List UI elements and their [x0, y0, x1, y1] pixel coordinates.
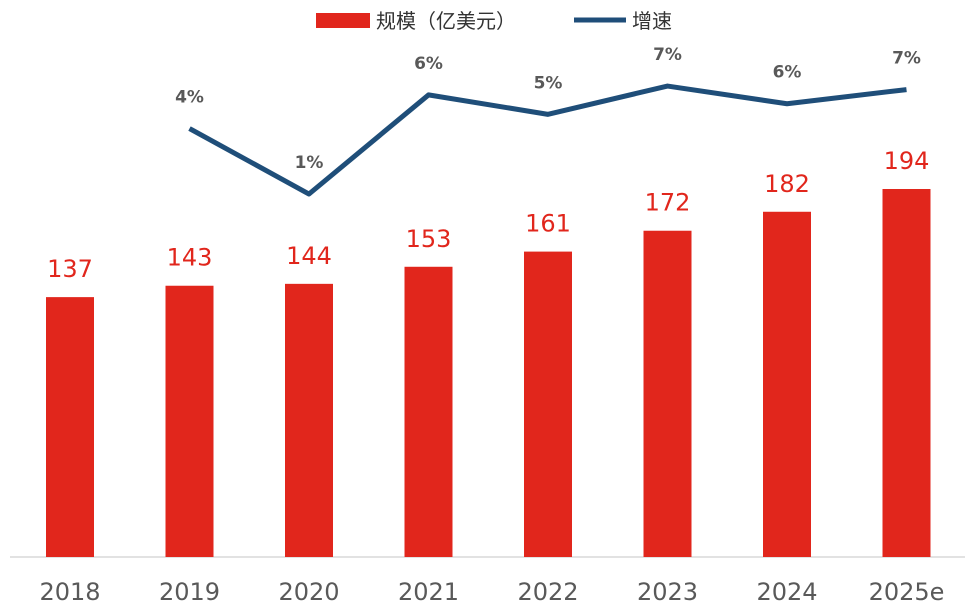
x-tick-label: 2024 [756, 578, 817, 606]
bar-value-label: 143 [167, 244, 213, 272]
growth-line [188, 83, 907, 197]
x-tick-label: 2022 [517, 578, 578, 606]
growth-label: 1% [295, 153, 324, 173]
legend-label-line: 增速 [632, 9, 672, 33]
legend-label-bar: 规模（亿美元） [376, 9, 516, 33]
x-tick-label: 2019 [159, 578, 220, 606]
x-tick-label: 2018 [39, 578, 100, 606]
bar-2022 [524, 251, 572, 557]
bar-value-label: 172 [645, 189, 691, 217]
bar-2023 [643, 230, 692, 557]
bar-2018 [46, 297, 94, 557]
growth-label: 6% [773, 63, 802, 83]
bar-2020 [285, 283, 333, 557]
growth-label: 4% [175, 88, 204, 108]
bar-value-label: 194 [884, 147, 930, 175]
x-tick-label: 2023 [637, 578, 698, 606]
bar-2025e [882, 189, 931, 557]
bar-2024 [763, 211, 811, 558]
x-tick-label: 2025e [869, 578, 945, 606]
bar-value-label: 144 [286, 242, 332, 270]
x-tick-label: 2020 [278, 578, 339, 606]
x-tick-label: 2021 [398, 578, 459, 606]
growth-label: 7% [653, 45, 682, 65]
bar-value-label: 137 [47, 255, 93, 283]
growth-label: 5% [534, 73, 563, 93]
bar-value-label: 153 [406, 225, 452, 253]
growth-label: 6% [414, 54, 443, 74]
legend-swatch-bar [316, 13, 370, 28]
bar-2019 [165, 285, 214, 557]
bar-value-label: 161 [525, 210, 571, 238]
legend: 规模（亿美元） 增速 [316, 9, 672, 33]
bar-2021 [404, 266, 453, 557]
bar-value-label: 182 [764, 170, 810, 198]
growth-label: 7% [892, 49, 921, 69]
